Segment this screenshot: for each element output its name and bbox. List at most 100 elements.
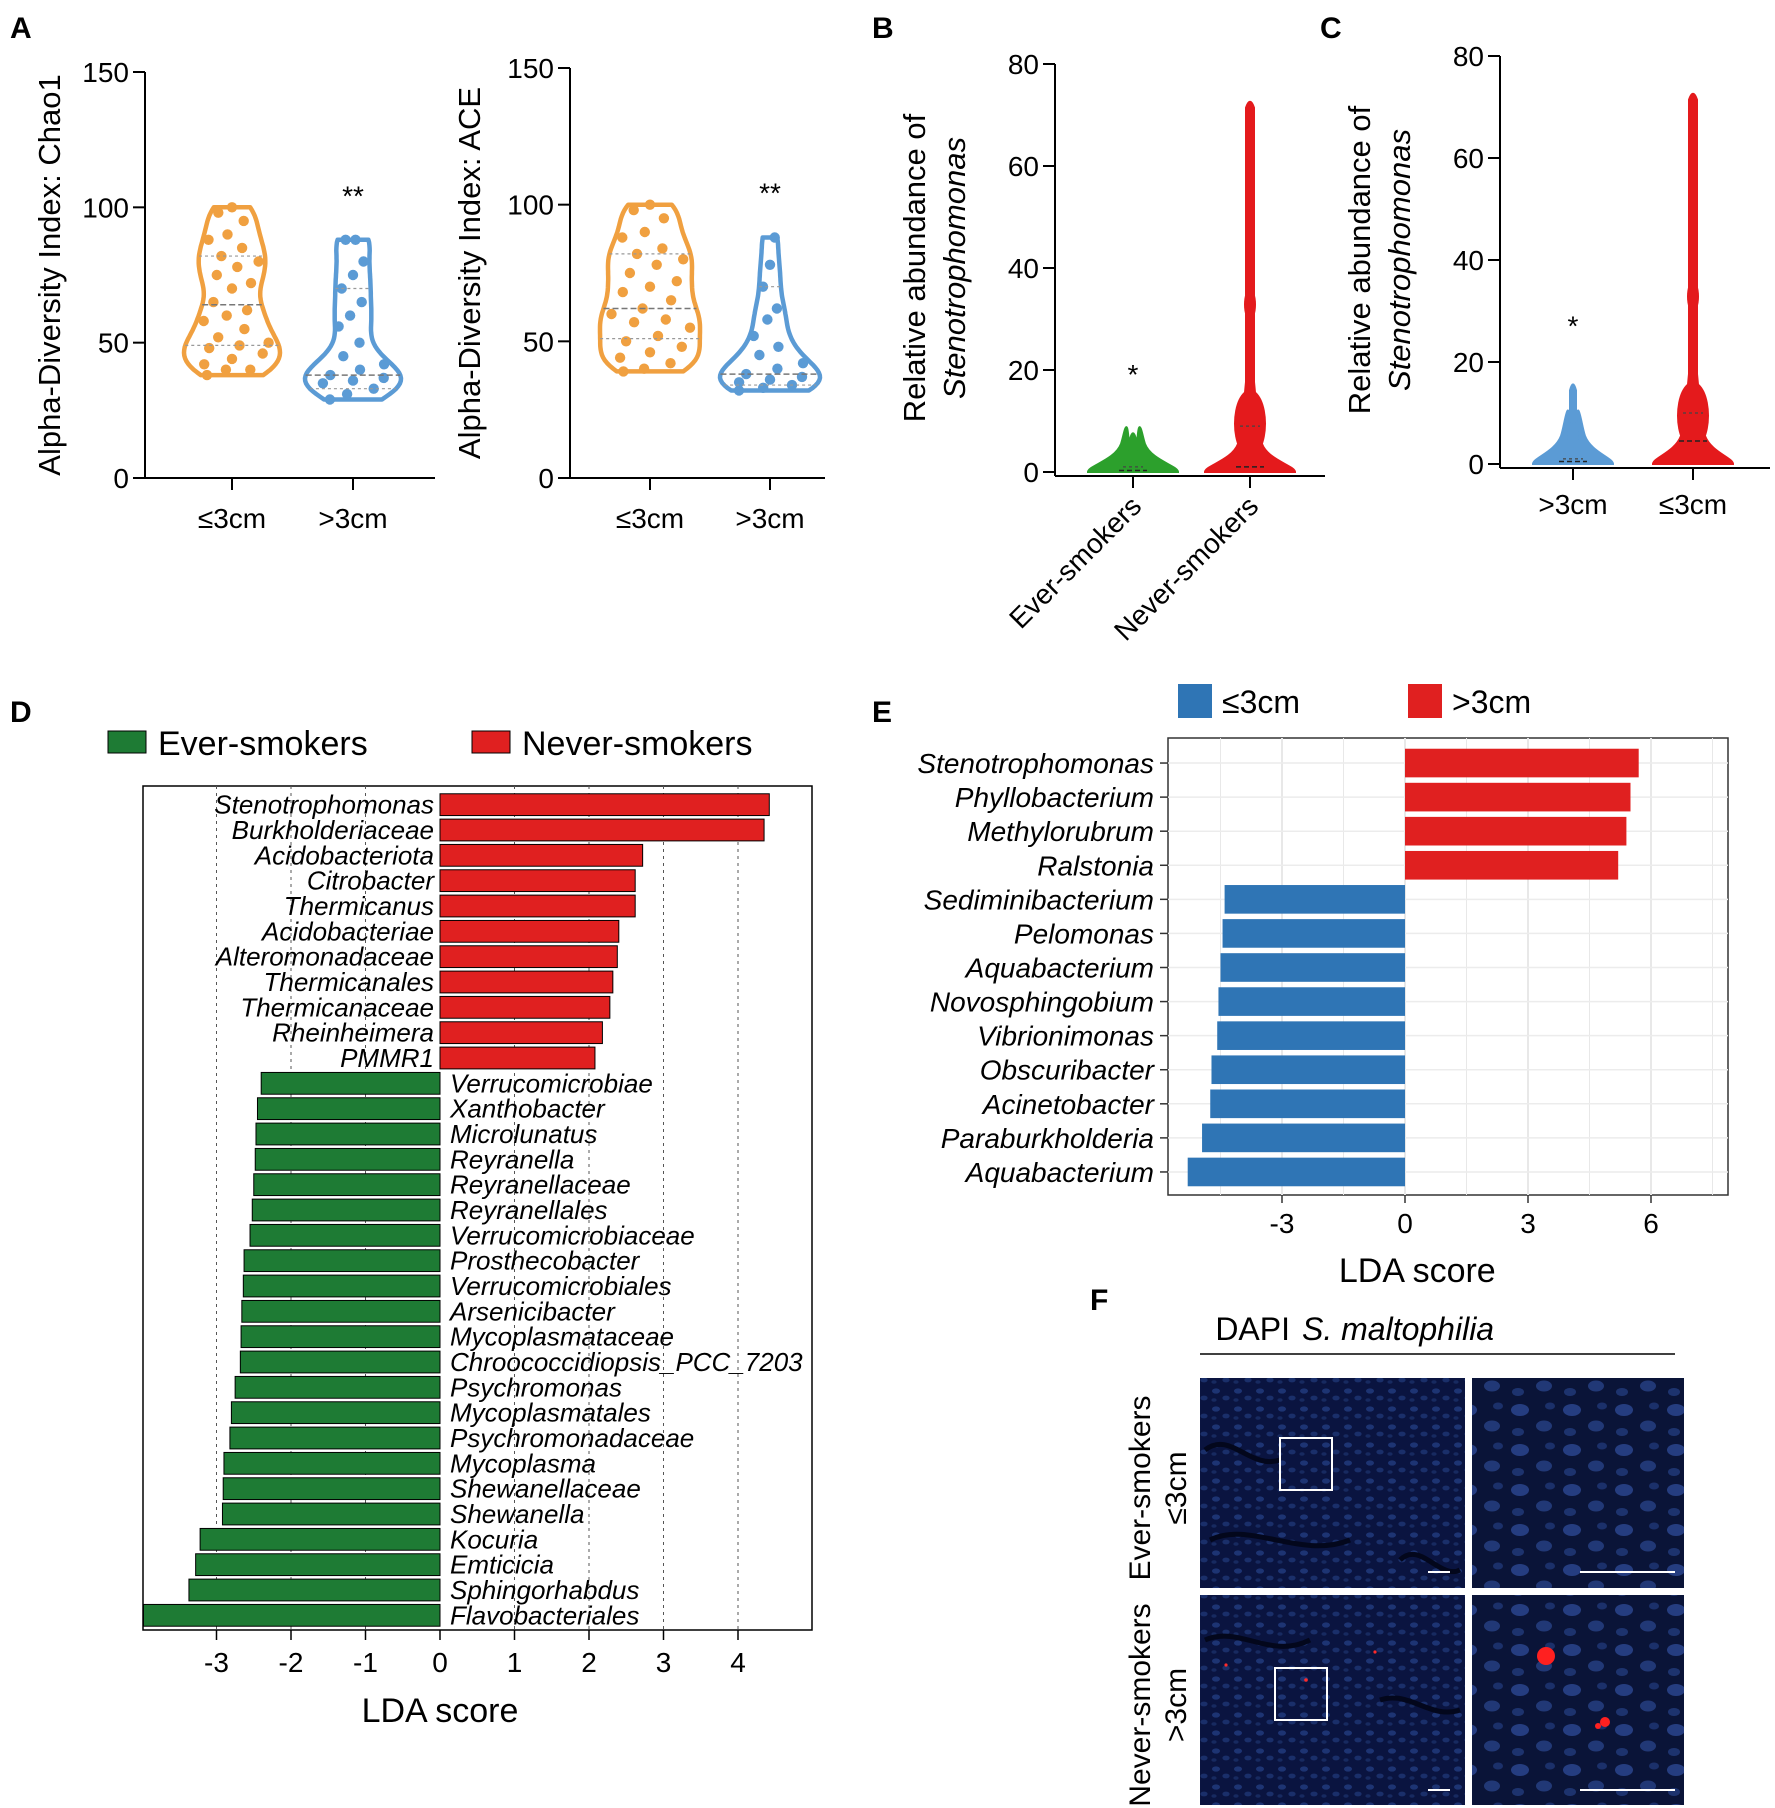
y-tick-label: 0 [538,463,554,494]
bar-acidobacteriota [439,843,644,867]
bar-aquabacterium [1220,953,1405,982]
data-point [606,308,617,320]
data-point [238,215,249,227]
bar-label: Reyranella [450,1144,574,1174]
data-point [678,254,689,265]
data-point [358,256,369,267]
y-tick-label: 50 [98,328,129,359]
panel-f-micrographs: DAPI S. maltophilia Ever-smokers ≤3cm Ne… [1124,1311,1684,1807]
x-tick-label: 0 [1397,1208,1413,1239]
bar-psychromonas [234,1375,441,1399]
violin-never-smokers [1203,100,1297,473]
f-row1-label-group: Ever-smokers [1124,1395,1157,1580]
bar-label: Chroococcidiopsis_PCC_7203 [450,1347,803,1377]
bar-label: Arsenicibacter [448,1296,616,1326]
data-point [617,286,628,298]
y-tick-label: Stenotrophomonas [917,748,1154,779]
bar-emticicia [195,1553,441,1577]
bar-verrucomicrobiales [242,1274,441,1298]
bar-label: Shewanellaceae [450,1474,641,1504]
y-tick-label: Aquabacterium [964,953,1154,984]
bar-aquabacterium [1187,1157,1405,1187]
panel-label-e: E [872,696,892,729]
data-point [201,369,213,381]
y-tick-label: 0 [1468,449,1484,480]
data-point [368,383,379,394]
y-tick-label: Methylorubrum [967,816,1154,847]
f-red-signal [1373,1650,1377,1654]
y-axis-label-line2: Stenotrophomonas [1382,129,1417,391]
bar-xanthobacter [256,1097,441,1121]
data-point [341,388,353,400]
bar-label: Citrobacter [307,866,435,896]
data-point [354,364,366,375]
bar-label: Acidobacteriota [253,840,434,870]
data-point [356,296,367,308]
chart-b-smokers: 0 20 40 60 80 Relative abundance of Stenotroph… [897,49,1325,646]
panel-label-b: B [872,12,894,45]
x-tick-label: -3 [1270,1208,1295,1239]
legend-label-3cm: >3cm [1452,684,1531,720]
y-tick-label: 150 [82,57,129,88]
bar-methylorubrum [1405,816,1627,846]
bar-ralstonia [1405,850,1619,880]
x-tick-label: 0 [432,1647,448,1678]
bar-alteromonadaceae [439,945,618,969]
bar-label: Alteromonadaceae [214,942,434,972]
bar-thermicanus [439,894,636,918]
data-point [232,261,243,273]
bar-pmmr1 [439,1046,596,1070]
bar-psychromonadaceae [229,1426,441,1450]
data-point [354,337,365,348]
f-zoom-box-1 [1279,1437,1333,1491]
x-tick-label: 6 [1643,1208,1659,1239]
data-point [199,359,210,370]
data-point [771,303,783,314]
f-image-ever-smokers-zoom [1472,1378,1684,1588]
data-point [226,283,238,294]
data-point [638,363,650,374]
data-point [213,207,224,218]
f-tissue-crack [1204,1633,1461,1715]
y-tick-label: 60 [1008,151,1039,182]
chart-d-lda: -3 -2 -1 0 1 2 3 4 LDA score Ever-smokers Never-sm… [107,725,813,1730]
f-red-signal [1224,1663,1228,1667]
data-point [665,295,677,306]
chart-a-ace: 0 50 100 150 Alpha-Diversity Index: ACE ≤3cm >… [452,53,825,534]
data-point [333,321,344,332]
bar-mycoplasma [223,1451,441,1475]
data-point [644,281,656,292]
data-point [216,250,227,262]
bar-rheinheimera [439,1021,603,1045]
y-tick-label: 100 [507,190,554,221]
violin-bulge [1687,280,1699,313]
data-point [239,323,250,335]
bar-chroococcidiopsis-pcc-7203 [239,1350,441,1374]
data-point [350,234,361,245]
bar-label: Thermicanales [263,967,434,997]
data-point [263,337,274,348]
data-point [253,256,264,267]
bar-reyranella [254,1147,441,1171]
data-point [628,204,639,216]
bar-label: Thermicanus [284,891,434,921]
bar-sphingorhabdus [188,1578,441,1602]
bar-paraburkholderia [1202,1123,1405,1153]
x-tick-label: 1 [507,1647,523,1678]
bar-label: Emticicia [450,1550,554,1580]
bar-pelomonas [1222,919,1405,948]
x-axis-label: LDA score [362,1692,519,1730]
data-point [226,202,238,213]
bar-label: Psychromonas [450,1372,622,1402]
data-point [644,199,656,210]
bar-label: Microlunatus [450,1119,597,1149]
f-row2-label-size: >3cm [1160,1668,1193,1742]
data-point [644,347,656,358]
data-point [733,385,745,396]
violin-bulge [1127,445,1139,470]
data-point [317,378,329,389]
data-point [762,314,773,325]
legend-label-ever-smokers: Ever-smokers [158,725,368,763]
bar-acidobacteriae [439,919,620,943]
